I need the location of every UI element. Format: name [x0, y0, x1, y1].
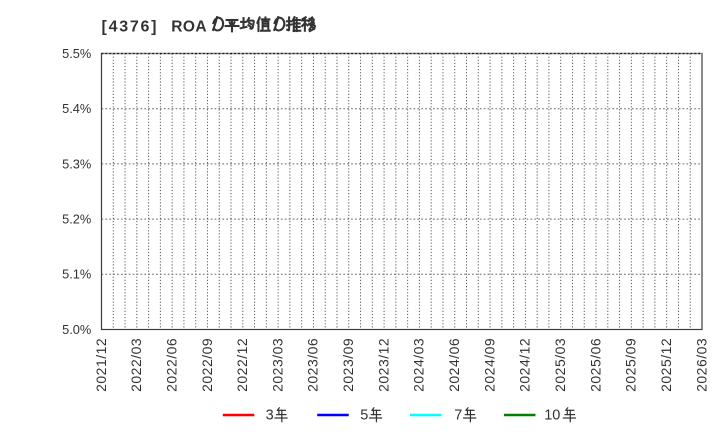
svg-text:5.0%: 5.0%: [62, 322, 91, 337]
svg-text:2024/03: 2024/03: [411, 338, 427, 392]
svg-text:2022/12: 2022/12: [234, 338, 250, 392]
svg-text:5.2%: 5.2%: [62, 212, 91, 227]
svg-text:2023/06: 2023/06: [305, 338, 321, 392]
svg-text:2025/06: 2025/06: [587, 338, 603, 392]
svg-text:2023/09: 2023/09: [340, 338, 356, 392]
svg-text:2022/03: 2022/03: [128, 338, 144, 392]
svg-text:5.4%: 5.4%: [62, 101, 91, 116]
svg-text:5.1%: 5.1%: [62, 267, 91, 282]
svg-text:2023/12: 2023/12: [375, 338, 391, 392]
svg-text:2026/03: 2026/03: [693, 338, 709, 392]
svg-text:5.3%: 5.3%: [62, 156, 91, 171]
svg-text:2025/03: 2025/03: [552, 338, 568, 392]
svg-text:2023/03: 2023/03: [269, 338, 285, 392]
svg-text:2025/12: 2025/12: [658, 338, 674, 392]
svg-text:2024/09: 2024/09: [481, 338, 497, 392]
svg-text:2021/12: 2021/12: [93, 338, 109, 392]
svg-text:2024/12: 2024/12: [517, 338, 533, 392]
svg-text:7: 7: [454, 407, 462, 423]
svg-text:2024/06: 2024/06: [446, 338, 462, 392]
svg-text:2022/09: 2022/09: [199, 338, 215, 392]
svg-text:2022/06: 2022/06: [163, 338, 179, 392]
svg-text:3: 3: [266, 407, 274, 423]
svg-text:ROA: ROA: [171, 19, 207, 36]
svg-text:5.5%: 5.5%: [62, 46, 91, 61]
svg-text:5: 5: [360, 407, 368, 423]
svg-text:10: 10: [544, 407, 560, 423]
svg-text:[4376]: [4376]: [102, 19, 159, 36]
svg-text:2025/09: 2025/09: [623, 338, 639, 392]
